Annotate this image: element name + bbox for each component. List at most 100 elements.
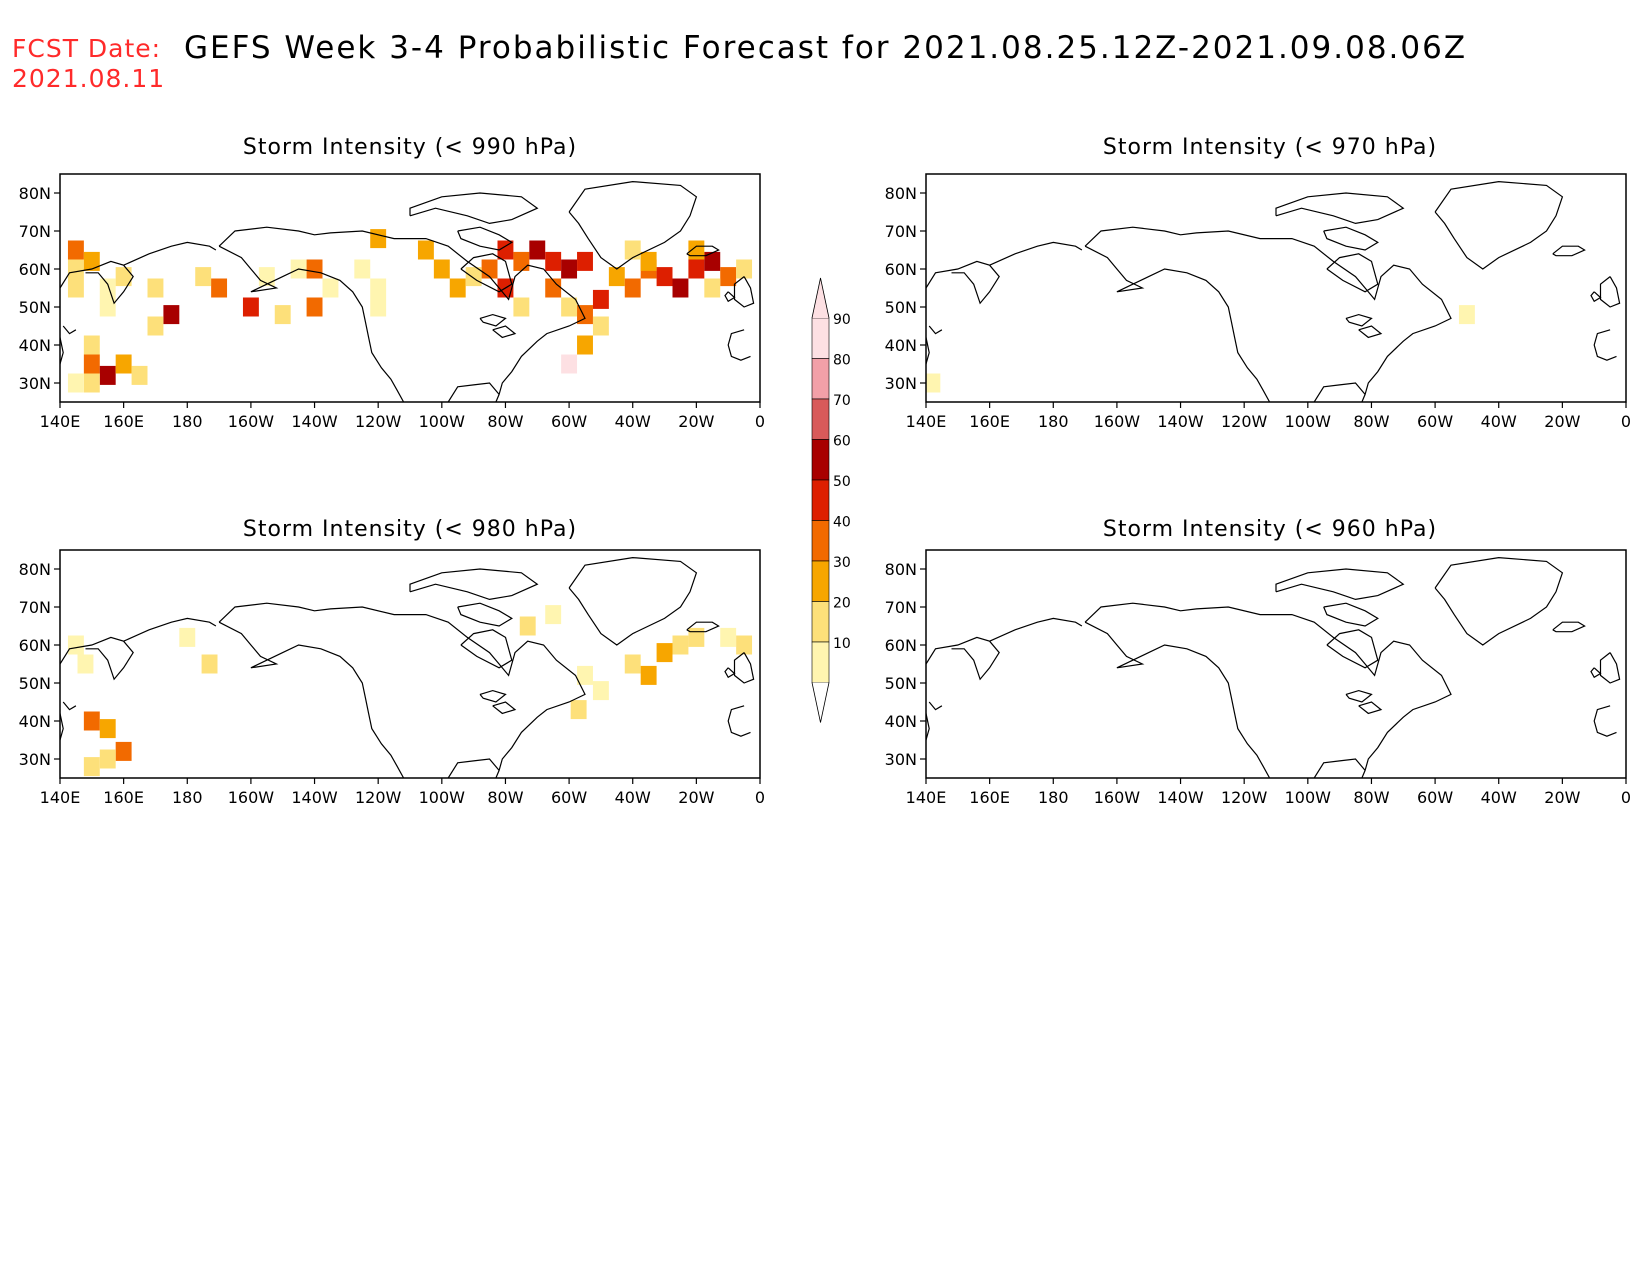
lat-label: 40N	[19, 712, 51, 731]
fcst-date-value: 2021.08.11	[12, 64, 166, 93]
prob-cell	[656, 267, 673, 287]
prob-cell	[67, 373, 84, 393]
colorbar-label: 60	[833, 434, 851, 450]
lon-label: 0	[755, 412, 765, 431]
lon-label: 80W	[1353, 788, 1389, 807]
coastline	[926, 713, 930, 741]
coastline	[1593, 705, 1617, 737]
prob-cell	[545, 278, 562, 298]
prob-cell	[592, 681, 609, 701]
lon-label: 120W	[355, 788, 402, 807]
prob-cell	[577, 251, 593, 271]
prob-cell	[513, 297, 530, 317]
prob-cell	[529, 240, 546, 260]
prob-cell	[115, 741, 132, 761]
prob-cell	[481, 259, 498, 279]
lon-label: 40W	[615, 788, 651, 807]
lon-label: 160W	[1094, 412, 1141, 431]
lat-label: 30N	[885, 374, 917, 393]
coastline	[123, 241, 217, 266]
prob-cell	[147, 316, 164, 336]
prob-cell	[688, 259, 705, 279]
coastline	[1275, 192, 1405, 225]
prob-cell	[83, 373, 100, 393]
coastline	[460, 253, 513, 293]
prob-cell	[592, 316, 609, 336]
coastline	[727, 329, 751, 361]
coastline	[60, 713, 64, 741]
lon-label: 20W	[678, 412, 714, 431]
lat-label: 70N	[19, 222, 51, 241]
prob-cell	[67, 259, 84, 279]
map-frame	[59, 173, 761, 403]
lat-label: 80N	[19, 184, 51, 203]
prob-cell	[592, 289, 609, 309]
colorbar-label: 90	[833, 312, 851, 328]
prob-cell	[640, 251, 657, 271]
lat-label: 40N	[19, 336, 51, 355]
page-title: GEFS Week 3-4 Probabilistic Forecast for…	[184, 30, 1468, 66]
prob-cell	[67, 278, 84, 298]
lat-label: 30N	[19, 750, 51, 769]
lon-label: 40W	[1481, 412, 1517, 431]
coastline	[686, 621, 720, 633]
lon-label: 0	[1621, 412, 1631, 431]
coastline	[1358, 325, 1383, 339]
coastline	[989, 241, 1083, 266]
lat-label: 40N	[885, 712, 917, 731]
prob-cell	[1458, 305, 1475, 325]
lat-label: 60N	[19, 636, 51, 655]
coastline	[1358, 701, 1383, 715]
lon-label: 40W	[615, 412, 651, 431]
lon-label: 180	[172, 412, 203, 431]
prob-cell	[656, 643, 673, 663]
colorbar-label: 40	[833, 515, 851, 531]
lon-label: 100W	[1285, 788, 1332, 807]
panel-title: Storm Intensity (< 990 hPa)	[243, 135, 577, 160]
coastline	[460, 629, 513, 669]
lat-label: 60N	[19, 260, 51, 279]
prob-cell	[624, 654, 641, 674]
lon-label: 160E	[103, 412, 144, 431]
lat-label: 60N	[885, 260, 917, 279]
prob-cell	[497, 240, 514, 260]
coastline	[60, 260, 134, 305]
lon-label: 80W	[487, 788, 523, 807]
lat-label: 60N	[885, 636, 917, 655]
lat-label: 70N	[885, 598, 917, 617]
prob-cell	[67, 635, 84, 655]
prob-cell	[624, 278, 641, 298]
prob-cell	[688, 240, 705, 260]
coastline	[1323, 602, 1379, 627]
lat-label: 30N	[19, 374, 51, 393]
coastline	[492, 325, 517, 339]
prob-cell	[179, 627, 196, 647]
coastline	[926, 337, 930, 365]
prob-cell	[201, 654, 218, 674]
lat-label: 80N	[885, 184, 917, 203]
coastline	[1434, 556, 1564, 646]
coastline	[457, 602, 513, 627]
prob-cell	[83, 335, 100, 355]
lon-label: 100W	[1285, 412, 1332, 431]
prob-cell	[640, 665, 657, 685]
prob-cell	[417, 240, 434, 260]
lon-label: 120W	[1221, 788, 1268, 807]
coastline	[928, 701, 943, 711]
map-panel-p970: Storm Intensity (< 970 hPa) 140E 160E 180 16…	[885, 135, 1631, 431]
prob-cell	[83, 711, 100, 731]
prob-cell	[83, 251, 100, 271]
lat-label: 50N	[885, 674, 917, 693]
prob-cell	[561, 259, 578, 279]
lon-label: 20W	[1544, 412, 1580, 431]
prob-cell	[322, 278, 339, 298]
colorbar-label: 10	[833, 636, 851, 652]
prob-cell	[577, 335, 593, 355]
coastline	[62, 701, 77, 711]
panel-title: Storm Intensity (< 960 hPa)	[1103, 517, 1437, 542]
lat-label: 50N	[19, 674, 51, 693]
prob-cell	[720, 627, 737, 647]
map-content	[60, 180, 755, 402]
map-panel-p960: Storm Intensity (< 960 hPa) 140E 160E 180 16…	[885, 517, 1631, 807]
coastline	[1590, 291, 1602, 303]
